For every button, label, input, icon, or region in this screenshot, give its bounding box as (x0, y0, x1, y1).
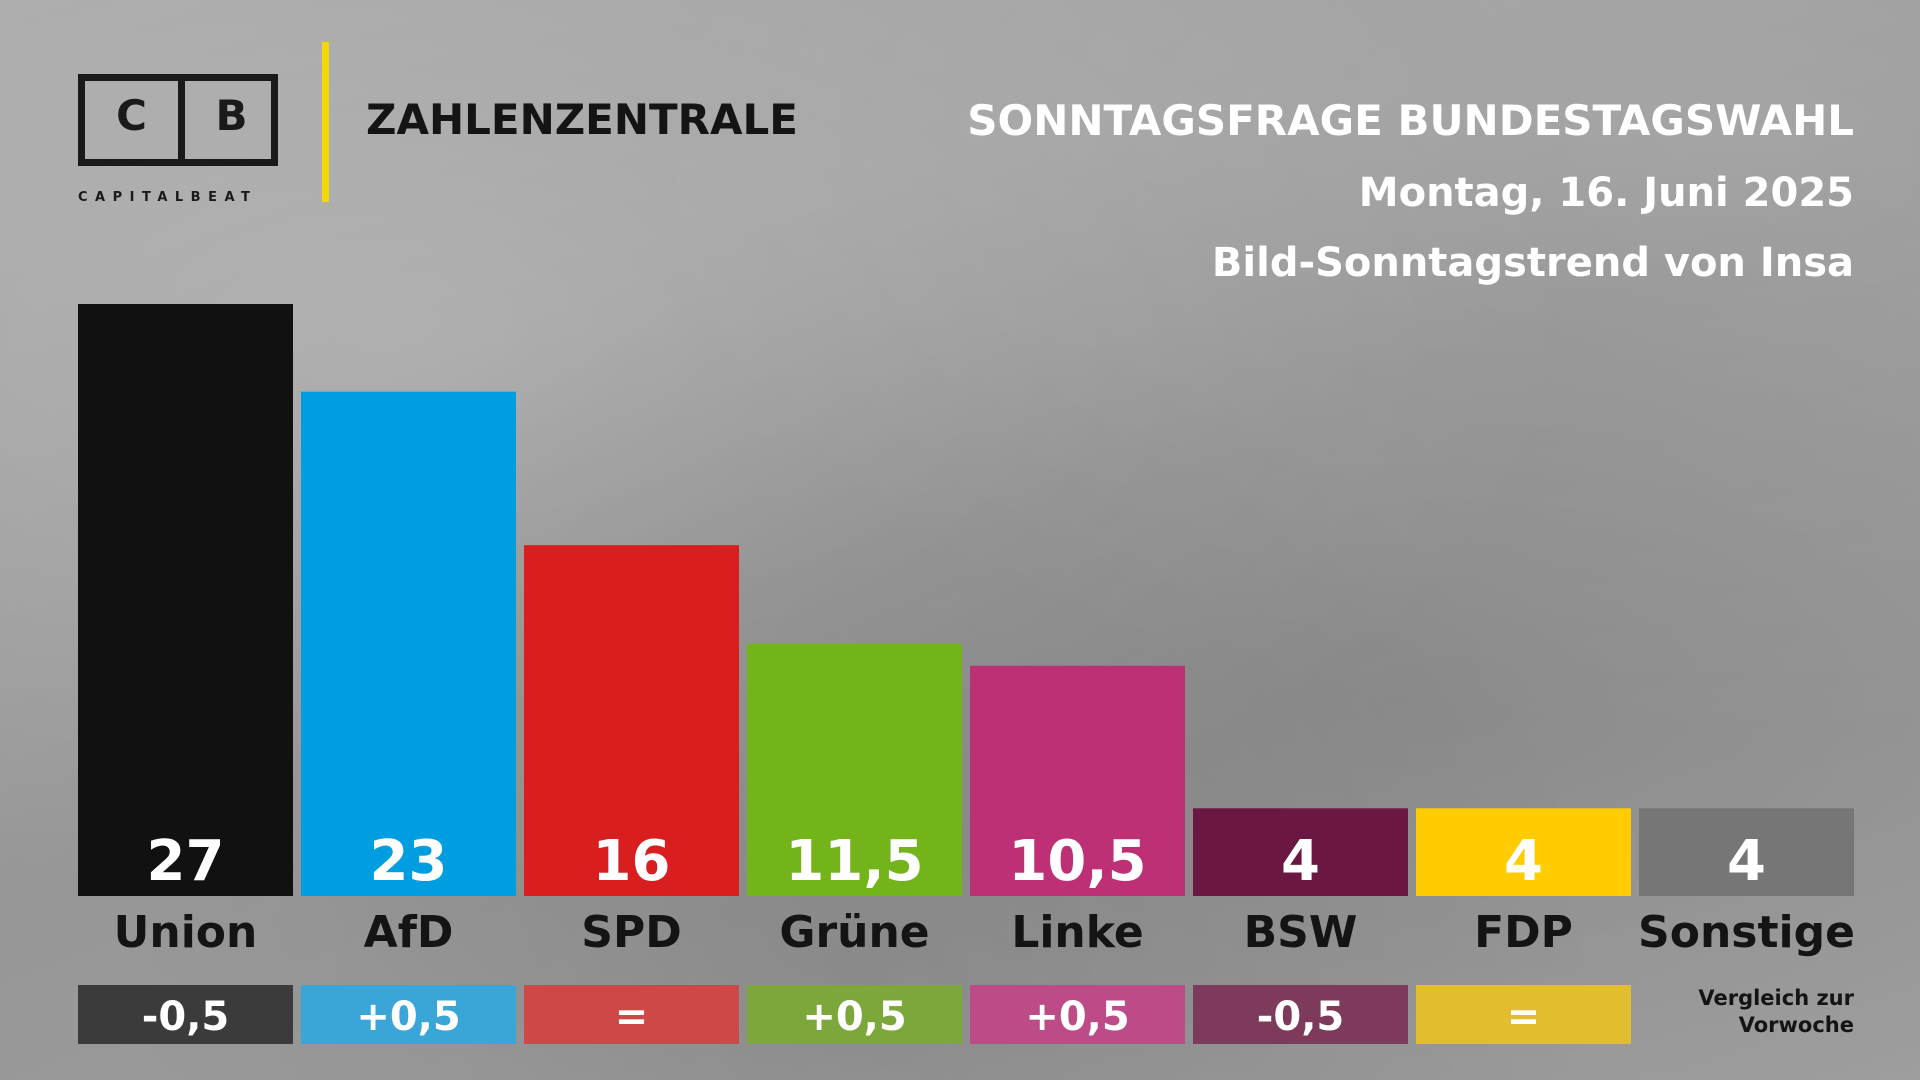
category-label-fdp: FDP (1474, 907, 1573, 958)
section-title: ZAHLENZENTRALE (366, 95, 798, 144)
bar-bsw (1193, 808, 1408, 896)
comparison-note-line1: Vergleich zur (1698, 986, 1854, 1010)
change-value-union: -0,5 (142, 994, 229, 1040)
category-label-spd: SPD (581, 907, 681, 958)
category-label-linke: Linke (1011, 907, 1143, 958)
comparison-note-line2: Vorwoche (1738, 1013, 1854, 1037)
change-box-bsw (1193, 985, 1408, 1044)
category-label-gruene: Grüne (779, 907, 929, 958)
logo-box: C B (78, 74, 278, 166)
bar-union (78, 304, 293, 896)
change-value-gruene: +0,5 (802, 994, 906, 1040)
bar-value-sonstige: 4 (1727, 829, 1766, 894)
change-box-gruene (747, 985, 962, 1044)
bar-spd (524, 545, 739, 896)
comparison-note: Vergleich zur Vorwoche (1698, 985, 1854, 1039)
change-value-spd: = (615, 994, 649, 1040)
accent-divider (322, 42, 329, 202)
bar-value-linke: 10,5 (1008, 829, 1146, 894)
chart-source: Bild-Sonntagstrend von Insa (1211, 240, 1854, 286)
category-label-afd: AfD (364, 907, 454, 958)
logo-wordmark: CAPITALBEAT (78, 190, 258, 205)
bar-value-spd: 16 (593, 829, 671, 894)
logo-letter-c: C (116, 91, 147, 140)
change-value-fdp: = (1507, 994, 1541, 1040)
bar-sonstige (1639, 808, 1854, 896)
category-label-bsw: BSW (1244, 907, 1358, 958)
bar-value-afd: 23 (370, 829, 448, 894)
bar-value-bsw: 4 (1281, 829, 1320, 894)
bar-value-union: 27 (147, 829, 225, 894)
logo-letter-b: B (215, 91, 248, 140)
chart-title: SONNTAGSFRAGE BUNDESTAGSWAHL (967, 96, 1854, 145)
change-box-spd (524, 985, 739, 1044)
change-value-bsw: -0,5 (1257, 994, 1344, 1040)
bar-value-fdp: 4 (1504, 829, 1543, 894)
change-box-linke (970, 985, 1185, 1044)
bar-value-gruene: 11,5 (785, 829, 923, 894)
change-value-linke: +0,5 (1025, 994, 1129, 1040)
category-label-sonstige: Sonstige (1638, 907, 1855, 958)
category-label-union: Union (114, 907, 258, 958)
logo-divider (178, 81, 185, 159)
change-box-union (78, 985, 293, 1044)
chart-date: Montag, 16. Juni 2025 (1358, 170, 1854, 216)
bar-afd (301, 391, 516, 896)
bar-linke (970, 665, 1185, 896)
bar-gruene (747, 643, 962, 896)
bar-fdp (1416, 808, 1631, 896)
change-box-afd (301, 985, 516, 1044)
change-value-afd: +0,5 (356, 994, 460, 1040)
change-box-fdp (1416, 985, 1631, 1044)
